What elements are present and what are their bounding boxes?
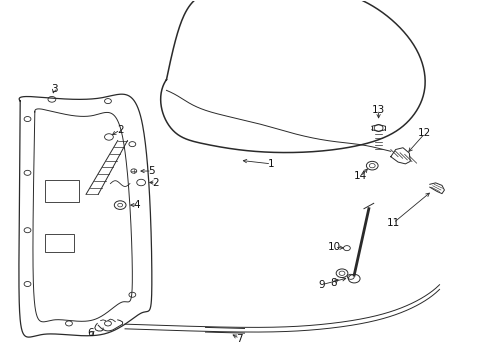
Text: 11: 11	[386, 218, 399, 228]
Text: 12: 12	[417, 129, 430, 138]
Text: 4: 4	[134, 200, 140, 210]
Text: 10: 10	[327, 242, 341, 252]
Text: 8: 8	[329, 278, 336, 288]
Text: 1: 1	[267, 159, 274, 169]
Text: 7: 7	[236, 333, 243, 343]
Bar	[44, 234, 74, 252]
Text: 3: 3	[51, 84, 58, 94]
Text: 2: 2	[152, 177, 159, 188]
Text: 14: 14	[353, 171, 366, 181]
Bar	[44, 180, 79, 202]
Text: 9: 9	[318, 280, 324, 290]
Text: 13: 13	[371, 105, 385, 115]
Text: 2: 2	[117, 125, 123, 135]
Text: 5: 5	[148, 166, 155, 176]
Text: 6: 6	[87, 328, 94, 338]
